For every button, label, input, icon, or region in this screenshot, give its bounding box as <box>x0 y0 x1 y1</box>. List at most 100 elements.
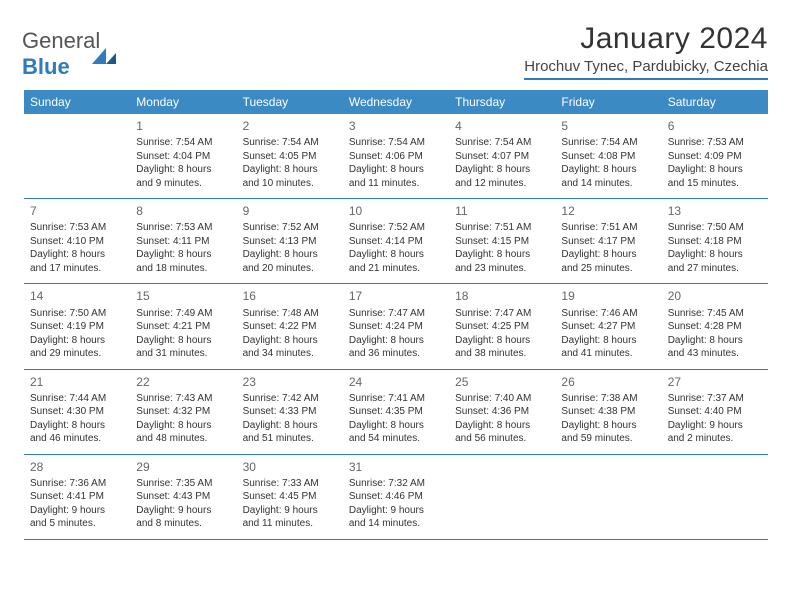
day-number: 16 <box>243 288 337 304</box>
day-header: Sunday <box>24 90 130 114</box>
week-row: 7Sunrise: 7:53 AMSunset: 4:10 PMDaylight… <box>24 199 768 284</box>
sunset-line: Sunset: 4:10 PM <box>30 235 124 249</box>
sunrise-line: Sunrise: 7:48 AM <box>243 307 337 321</box>
sunrise-line: Sunrise: 7:41 AM <box>349 392 443 406</box>
daylight-line-2: and 12 minutes. <box>455 177 549 191</box>
location-rule: Hrochuv Tynec, Pardubicky, Czechia <box>524 58 768 80</box>
day-number: 10 <box>349 203 443 219</box>
daylight-line-1: Daylight: 8 hours <box>668 334 762 348</box>
sunset-line: Sunset: 4:46 PM <box>349 490 443 504</box>
daylight-line-1: Daylight: 9 hours <box>668 419 762 433</box>
sunrise-line: Sunrise: 7:35 AM <box>136 477 230 491</box>
daylight-line-2: and 36 minutes. <box>349 347 443 361</box>
sunset-line: Sunset: 4:27 PM <box>561 320 655 334</box>
daylight-line-2: and 43 minutes. <box>668 347 762 361</box>
sunset-line: Sunset: 4:40 PM <box>668 405 762 419</box>
logo: General Blue <box>24 22 128 80</box>
sunrise-line: Sunrise: 7:53 AM <box>668 136 762 150</box>
logo-text-b: Blue <box>22 54 70 79</box>
sunrise-line: Sunrise: 7:52 AM <box>243 221 337 235</box>
sunset-line: Sunset: 4:09 PM <box>668 150 762 164</box>
day-number: 31 <box>349 459 443 475</box>
daylight-line-1: Daylight: 8 hours <box>243 248 337 262</box>
day-cell: 18Sunrise: 7:47 AMSunset: 4:25 PMDayligh… <box>449 284 555 369</box>
day-number: 26 <box>561 374 655 390</box>
day-number: 29 <box>136 459 230 475</box>
day-number: 21 <box>30 374 124 390</box>
daylight-line-2: and 59 minutes. <box>561 432 655 446</box>
sunset-line: Sunset: 4:33 PM <box>243 405 337 419</box>
daylight-line-1: Daylight: 8 hours <box>136 334 230 348</box>
sunrise-line: Sunrise: 7:47 AM <box>349 307 443 321</box>
sunset-line: Sunset: 4:17 PM <box>561 235 655 249</box>
day-cell: 12Sunrise: 7:51 AMSunset: 4:17 PMDayligh… <box>555 199 661 284</box>
daylight-line-1: Daylight: 8 hours <box>455 163 549 177</box>
daylight-line-1: Daylight: 8 hours <box>455 419 549 433</box>
sunrise-line: Sunrise: 7:54 AM <box>561 136 655 150</box>
day-number: 25 <box>455 374 549 390</box>
day-number: 18 <box>455 288 549 304</box>
sunrise-line: Sunrise: 7:46 AM <box>561 307 655 321</box>
calendar-table: SundayMondayTuesdayWednesdayThursdayFrid… <box>24 90 768 540</box>
day-cell: 5Sunrise: 7:54 AMSunset: 4:08 PMDaylight… <box>555 114 661 199</box>
daylight-line-2: and 2 minutes. <box>668 432 762 446</box>
day-number: 4 <box>455 118 549 134</box>
sunset-line: Sunset: 4:21 PM <box>136 320 230 334</box>
daylight-line-1: Daylight: 8 hours <box>243 334 337 348</box>
daylight-line-2: and 14 minutes. <box>561 177 655 191</box>
sunset-line: Sunset: 4:24 PM <box>349 320 443 334</box>
sunset-line: Sunset: 4:06 PM <box>349 150 443 164</box>
daylight-line-1: Daylight: 8 hours <box>455 248 549 262</box>
day-number: 12 <box>561 203 655 219</box>
sunrise-line: Sunrise: 7:50 AM <box>668 221 762 235</box>
header-row: General Blue January 2024 Hrochuv Tynec,… <box>24 22 768 80</box>
sunrise-line: Sunrise: 7:44 AM <box>30 392 124 406</box>
sunset-line: Sunset: 4:25 PM <box>455 320 549 334</box>
sunset-line: Sunset: 4:45 PM <box>243 490 337 504</box>
sunset-line: Sunset: 4:13 PM <box>243 235 337 249</box>
day-number: 13 <box>668 203 762 219</box>
month-title: January 2024 <box>524 22 768 56</box>
day-cell: 3Sunrise: 7:54 AMSunset: 4:06 PMDaylight… <box>343 114 449 199</box>
location: Hrochuv Tynec, Pardubicky, Czechia <box>524 58 768 78</box>
daylight-line-1: Daylight: 8 hours <box>243 419 337 433</box>
day-number: 22 <box>136 374 230 390</box>
sunrise-line: Sunrise: 7:53 AM <box>136 221 230 235</box>
day-cell: 22Sunrise: 7:43 AMSunset: 4:32 PMDayligh… <box>130 369 236 454</box>
daylight-line-2: and 25 minutes. <box>561 262 655 276</box>
daylight-line-1: Daylight: 8 hours <box>561 163 655 177</box>
sunset-line: Sunset: 4:08 PM <box>561 150 655 164</box>
logo-text: General Blue <box>22 28 100 80</box>
daylight-line-1: Daylight: 8 hours <box>561 248 655 262</box>
daylight-line-1: Daylight: 8 hours <box>455 334 549 348</box>
daylight-line-1: Daylight: 9 hours <box>136 504 230 518</box>
daylight-line-2: and 18 minutes. <box>136 262 230 276</box>
day-cell: 28Sunrise: 7:36 AMSunset: 4:41 PMDayligh… <box>24 454 130 539</box>
day-cell: 11Sunrise: 7:51 AMSunset: 4:15 PMDayligh… <box>449 199 555 284</box>
week-row: 1Sunrise: 7:54 AMSunset: 4:04 PMDaylight… <box>24 114 768 199</box>
sunrise-line: Sunrise: 7:52 AM <box>349 221 443 235</box>
daylight-line-1: Daylight: 9 hours <box>349 504 443 518</box>
day-header: Wednesday <box>343 90 449 114</box>
day-cell: 19Sunrise: 7:46 AMSunset: 4:27 PMDayligh… <box>555 284 661 369</box>
daylight-line-2: and 9 minutes. <box>136 177 230 191</box>
sunrise-line: Sunrise: 7:43 AM <box>136 392 230 406</box>
day-cell: 21Sunrise: 7:44 AMSunset: 4:30 PMDayligh… <box>24 369 130 454</box>
week-row: 14Sunrise: 7:50 AMSunset: 4:19 PMDayligh… <box>24 284 768 369</box>
sunrise-line: Sunrise: 7:53 AM <box>30 221 124 235</box>
day-cell: 6Sunrise: 7:53 AMSunset: 4:09 PMDaylight… <box>662 114 768 199</box>
day-cell <box>449 454 555 539</box>
daylight-line-2: and 34 minutes. <box>243 347 337 361</box>
day-number: 2 <box>243 118 337 134</box>
day-cell <box>555 454 661 539</box>
day-number: 20 <box>668 288 762 304</box>
daylight-line-2: and 20 minutes. <box>243 262 337 276</box>
calendar-body: 1Sunrise: 7:54 AMSunset: 4:04 PMDaylight… <box>24 114 768 539</box>
sunrise-line: Sunrise: 7:51 AM <box>455 221 549 235</box>
sunset-line: Sunset: 4:18 PM <box>668 235 762 249</box>
week-row: 28Sunrise: 7:36 AMSunset: 4:41 PMDayligh… <box>24 454 768 539</box>
sunrise-line: Sunrise: 7:33 AM <box>243 477 337 491</box>
day-number: 6 <box>668 118 762 134</box>
logo-text-a: General <box>22 28 100 53</box>
day-cell: 2Sunrise: 7:54 AMSunset: 4:05 PMDaylight… <box>237 114 343 199</box>
